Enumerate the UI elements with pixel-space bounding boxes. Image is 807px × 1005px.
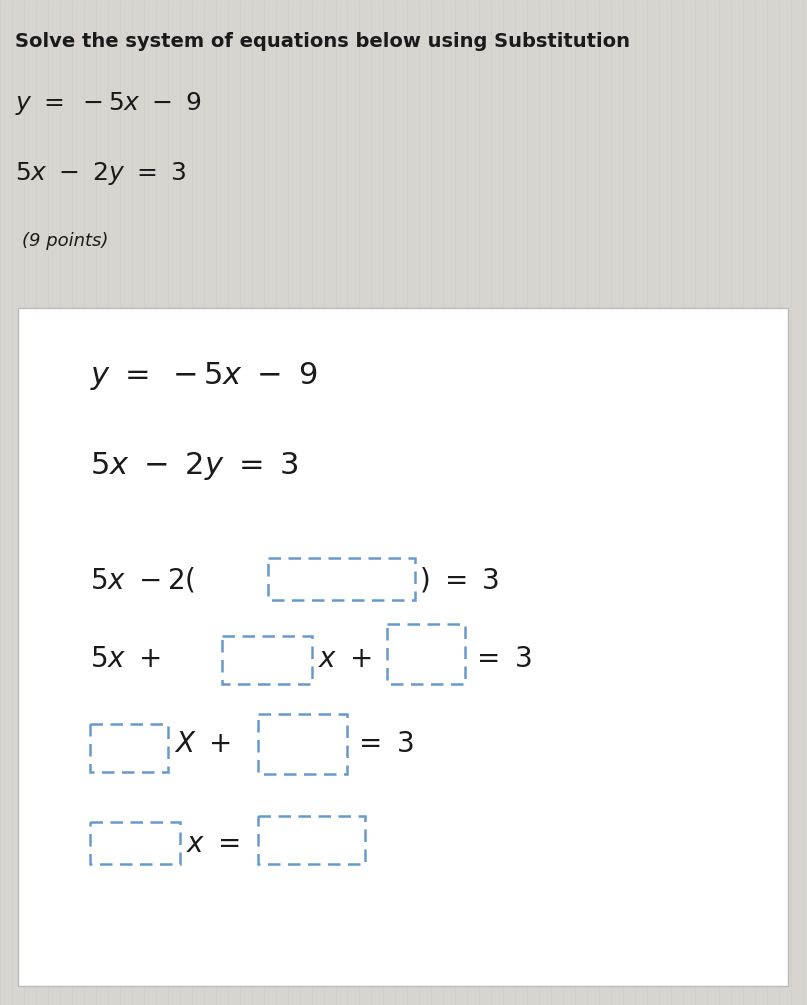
Text: $x\ =$: $x\ =$ — [186, 830, 240, 858]
Text: $x\ +$: $x\ +$ — [317, 645, 371, 673]
Text: $5x\ -\ 2y\ =\ 3$: $5x\ -\ 2y\ =\ 3$ — [15, 160, 186, 187]
FancyBboxPatch shape — [90, 724, 168, 772]
FancyBboxPatch shape — [268, 558, 416, 600]
Text: (9 points): (9 points) — [22, 232, 108, 250]
Text: $)\ =\ 3$: $)\ =\ 3$ — [420, 565, 500, 594]
Text: Solve the system of equations below using Substitution: Solve the system of equations below usin… — [15, 32, 630, 51]
Text: $=\ 3$: $=\ 3$ — [353, 730, 414, 758]
Text: $5x\ -\ 2y\ =\ 3$: $5x\ -\ 2y\ =\ 3$ — [90, 450, 299, 482]
FancyBboxPatch shape — [90, 822, 180, 864]
Text: $5x\ -2($: $5x\ -2($ — [90, 565, 195, 594]
Text: $X\ +$: $X\ +$ — [174, 730, 231, 758]
FancyBboxPatch shape — [222, 636, 312, 684]
FancyBboxPatch shape — [257, 816, 366, 864]
FancyBboxPatch shape — [257, 714, 348, 774]
Text: $=\ 3$: $=\ 3$ — [471, 645, 532, 673]
Text: $5x\ +$: $5x\ +$ — [90, 645, 161, 673]
FancyBboxPatch shape — [387, 624, 466, 684]
Text: $y\ =\ -5x\ -\ 9$: $y\ =\ -5x\ -\ 9$ — [90, 360, 317, 392]
FancyBboxPatch shape — [18, 308, 788, 986]
Text: $y\ =\ -5x\ -\ 9$: $y\ =\ -5x\ -\ 9$ — [15, 90, 202, 117]
